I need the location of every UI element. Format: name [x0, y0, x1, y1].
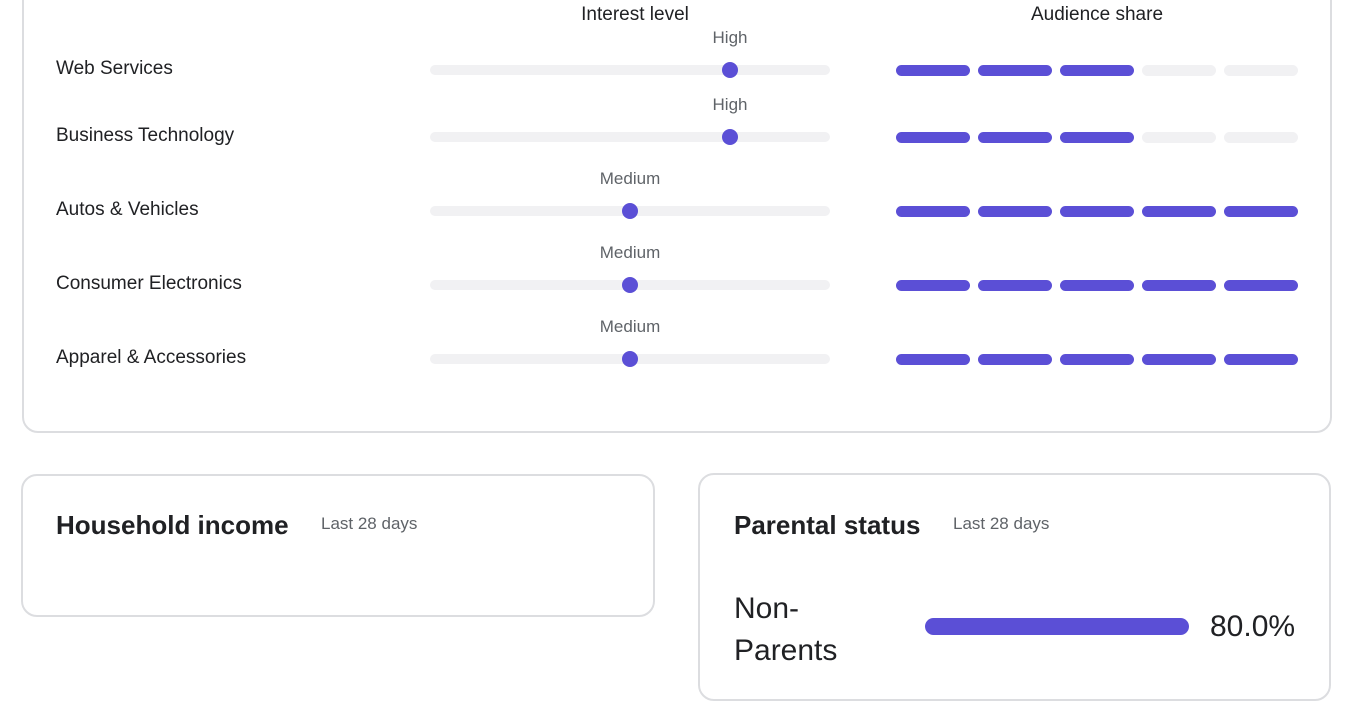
column-header: Audience share [1030, 4, 1164, 25]
share-segment [978, 65, 1052, 76]
share-segment-empty [1224, 132, 1298, 143]
share-segment-empty [1142, 132, 1216, 143]
share-segment [1060, 65, 1134, 76]
share-segment [978, 280, 1052, 291]
parental-card [698, 473, 1331, 701]
interest-dot [622, 277, 638, 293]
card-period: Last 28 days [321, 514, 418, 533]
share-segment [1060, 354, 1134, 365]
card-title: Household income [56, 510, 289, 540]
interest-track [430, 65, 830, 75]
share-segment [1060, 132, 1134, 143]
share-segment [1224, 280, 1298, 291]
status-bar [925, 618, 1189, 635]
interests-card [22, 0, 1332, 433]
interest-level: High [712, 95, 748, 114]
card-title: Parental status [734, 510, 921, 540]
category-label: Web Services [56, 58, 173, 79]
interest-dot [622, 203, 638, 219]
share-segment [896, 280, 970, 291]
share-segment [1142, 280, 1216, 291]
share-segment [978, 206, 1052, 217]
status-label: Non-Parents [734, 592, 838, 667]
card-period: Last 28 days [953, 514, 1050, 533]
category-label: Autos & Vehicles [56, 199, 199, 220]
share-segment [978, 132, 1052, 143]
column-header: Interest level [581, 4, 689, 25]
share-segment [1224, 354, 1298, 365]
share-segment [1060, 206, 1134, 217]
category-label: Consumer Electronics [56, 273, 242, 294]
interest-dot [722, 129, 738, 145]
category-label: Apparel & Accessories [56, 347, 247, 368]
share-segment [1142, 354, 1216, 365]
interest-level: Medium [599, 243, 661, 262]
household-card [21, 474, 655, 617]
share-segment [1224, 206, 1298, 217]
interest-level: Medium [599, 169, 661, 188]
interest-dot [722, 62, 738, 78]
interest-track [430, 132, 830, 142]
share-segment-empty [1224, 65, 1298, 76]
share-segment [978, 354, 1052, 365]
share-segment [1142, 206, 1216, 217]
share-segment [896, 65, 970, 76]
share-segment [896, 132, 970, 143]
share-segment-empty [1142, 65, 1216, 76]
share-segment [1060, 280, 1134, 291]
share-segment [896, 354, 970, 365]
interest-level: High [712, 28, 748, 47]
interest-dot [622, 351, 638, 367]
category-label: Business Technology [56, 125, 235, 146]
share-segment [896, 206, 970, 217]
interest-level: Medium [599, 317, 661, 336]
status-value: 80.0% [1210, 610, 1296, 643]
